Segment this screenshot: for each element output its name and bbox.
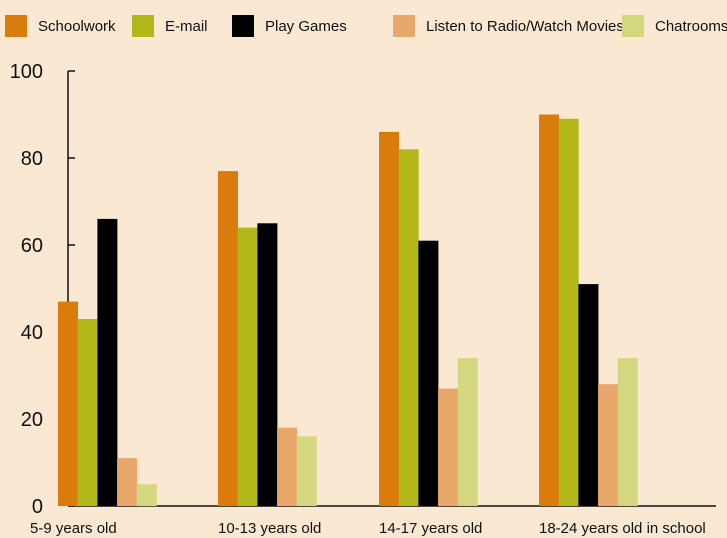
bar-chatrooms-18-24-years-old-in-school (617, 358, 638, 506)
legend-label-play-games: Play Games (265, 18, 347, 35)
y-tick-label-100: 100 (10, 61, 43, 83)
bar-schoolwork-14-17-years-old (379, 131, 399, 506)
bars (58, 114, 638, 507)
x-axis: 5-9 years old 10-13 years old 14-17 years … (30, 520, 706, 537)
bar-listen-to-radio-watch-movies-14-17-years-old (438, 388, 459, 506)
legend-label-chatrooms: Chatrooms (655, 18, 727, 35)
legend-label-e-mail: E-mail (165, 18, 208, 35)
bar-schoolwork-10-13-years-old (218, 171, 238, 506)
bar-listen-to-radio-watch-movies-10-13-years-old (277, 427, 298, 506)
legend-swatch-listen-to-radio-watch-movies (393, 15, 415, 37)
legend-swatch-play-games (232, 15, 254, 37)
y-tick-label-0: 0 (32, 496, 43, 518)
y-tick-label-40: 40 (21, 322, 43, 344)
y-tick-label-20: 20 (21, 409, 43, 431)
bar-play-games-14-17-years-old (418, 240, 439, 506)
bar-e-mail-5-9-years-old (77, 319, 98, 506)
legend-swatch-schoolwork (5, 15, 27, 37)
x-category-label-14-17-years-old: 14-17 years old (379, 520, 482, 537)
bar-e-mail-14-17-years-old (398, 149, 419, 507)
bar-schoolwork-18-24-years-old-in-school (539, 114, 559, 506)
y-axis: 0 20 40 60 80 100 (10, 61, 716, 518)
legend: Schoolwork E-mail Play Games Listen to Radi… (5, 15, 727, 37)
x-category-label-10-13-years-old: 10-13 years old (218, 520, 321, 537)
legend-label-schoolwork: Schoolwork (38, 18, 116, 35)
y-tick-label-60: 60 (21, 235, 43, 257)
bar-listen-to-radio-watch-movies-18-24-years-old-in-school (598, 384, 619, 506)
y-tick-label-80: 80 (21, 148, 43, 170)
bar-play-games-18-24-years-old-in-school (578, 284, 599, 506)
legend-label-listen-to-radio-watch-movies: Listen to Radio/Watch Movies (426, 18, 624, 35)
bar-e-mail-18-24-years-old-in-school (558, 118, 579, 507)
bar-schoolwork-5-9-years-old (58, 301, 78, 506)
x-category-label-5-9-years-old: 5-9 years old (30, 520, 117, 537)
bar-e-mail-10-13-years-old (237, 227, 258, 506)
bar-play-games-10-13-years-old (257, 223, 278, 507)
bar-chatrooms-14-17-years-old (457, 358, 478, 506)
bar-chatrooms-5-9-years-old (136, 484, 157, 507)
bar-play-games-5-9-years-old (97, 218, 118, 506)
bar-listen-to-radio-watch-movies-5-9-years-old (117, 458, 138, 506)
legend-swatch-chatrooms (622, 15, 644, 37)
x-category-label-18-24-years-old-in-school: 18-24 years old in school (539, 520, 706, 537)
legend-swatch-e-mail (132, 15, 154, 37)
bar-chatrooms-10-13-years-old (296, 436, 317, 506)
